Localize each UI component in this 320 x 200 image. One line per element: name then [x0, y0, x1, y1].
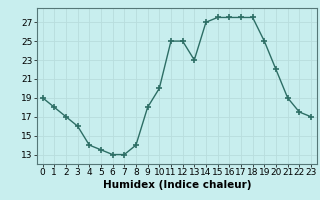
X-axis label: Humidex (Indice chaleur): Humidex (Indice chaleur): [102, 180, 251, 190]
